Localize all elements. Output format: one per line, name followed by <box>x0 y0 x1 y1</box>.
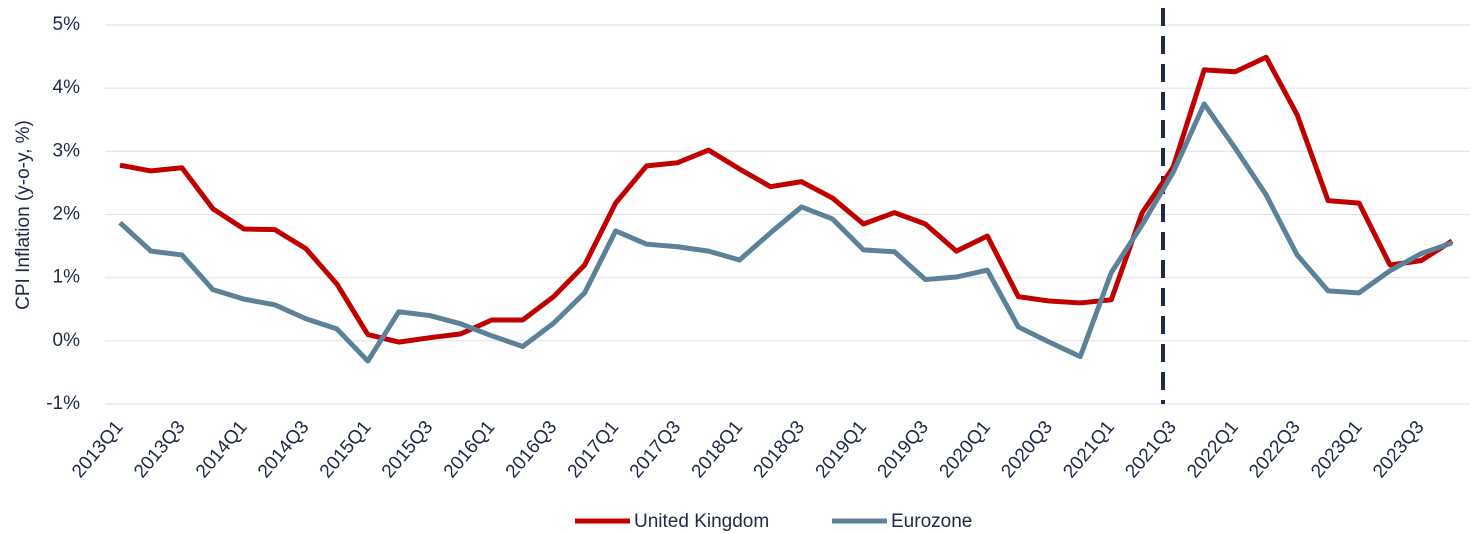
x-tick-label: 2019Q3 <box>874 417 934 482</box>
y-tick-label: 4% <box>53 77 81 98</box>
y-tick-label: 2% <box>53 204 81 225</box>
legend-label: United Kingdom <box>634 511 769 532</box>
legend-label: Eurozone <box>891 511 972 532</box>
y-axis-label: CPI Inflation (y-o-y, %) <box>13 120 34 310</box>
x-tick-label: 2014Q1 <box>192 417 252 482</box>
y-tick-label: 3% <box>53 140 81 161</box>
x-tick-label: 2022Q3 <box>1245 417 1305 482</box>
y-tick-label: 1% <box>53 267 81 288</box>
x-tick-label: 2020Q3 <box>997 417 1057 482</box>
x-tick-label: 2021Q1 <box>1059 417 1119 482</box>
x-tick-label: 2022Q1 <box>1183 417 1243 482</box>
x-tick-label: 2018Q1 <box>688 417 748 482</box>
series-line <box>118 101 1453 364</box>
x-tick-label: 2020Q1 <box>935 417 995 482</box>
x-tick-label: 2017Q3 <box>626 417 686 482</box>
x-tick-label: 2017Q1 <box>564 417 624 482</box>
x-tick-label: 2014Q3 <box>254 417 314 482</box>
x-tick-label: 2016Q3 <box>502 417 562 482</box>
y-tick-label: 5% <box>53 14 81 35</box>
y-tick-label: 0% <box>53 330 81 351</box>
x-tick-label: 2018Q3 <box>750 417 810 482</box>
x-tick-label: 2023Q1 <box>1307 417 1367 482</box>
grid <box>105 24 1470 405</box>
x-tick-label: 2023Q3 <box>1369 417 1429 482</box>
y-tick-label: -1% <box>46 393 80 414</box>
x-tick-label: 2015Q3 <box>378 417 438 482</box>
x-tick-label: 2016Q1 <box>440 417 500 482</box>
x-tick-label: 2015Q1 <box>316 417 376 482</box>
series-line <box>119 54 1454 345</box>
x-tick-label: 2021Q3 <box>1121 417 1181 482</box>
x-tick-label: 2019Q1 <box>812 417 872 482</box>
x-tick-label: 2013Q3 <box>130 417 190 482</box>
x-tick-label: 2013Q1 <box>68 417 128 482</box>
